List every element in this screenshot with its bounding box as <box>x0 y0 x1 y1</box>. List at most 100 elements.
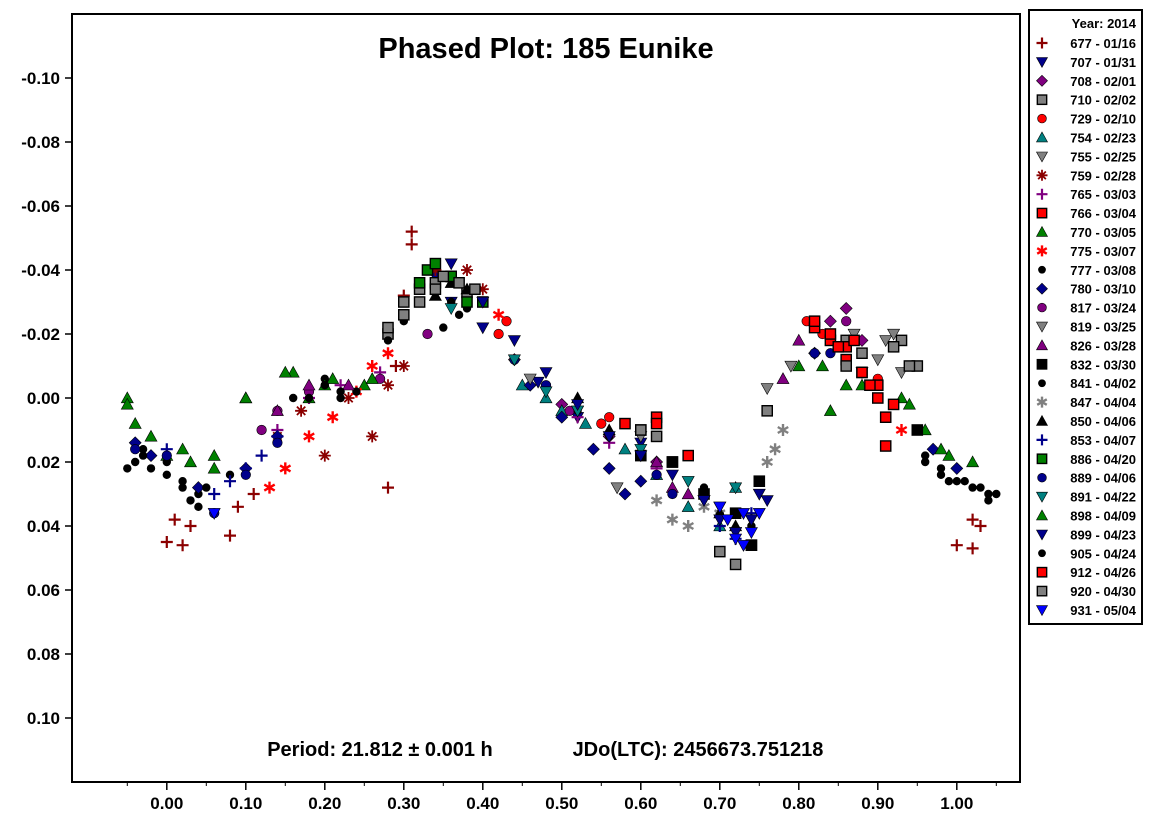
data-point <box>492 308 505 321</box>
legend-label: 850 - 04/06 <box>1070 414 1136 429</box>
data-point <box>864 379 876 392</box>
data-point <box>968 483 977 492</box>
data-point <box>326 411 339 424</box>
data-point <box>493 328 504 340</box>
legend-label: 832 - 03/30 <box>1070 357 1136 372</box>
data-point <box>255 449 268 462</box>
data-point <box>422 328 433 340</box>
data-point <box>966 513 979 526</box>
legend-entry: 759 - 02/28 <box>1036 168 1136 183</box>
data-point <box>342 392 355 404</box>
y-tick-label: 0.06 <box>27 581 60 600</box>
data-point <box>650 430 663 443</box>
data-point <box>178 483 187 492</box>
legend-entry: 710 - 02/02 <box>1036 93 1136 108</box>
data-point <box>681 476 695 488</box>
data-point <box>453 277 465 289</box>
y-tick-label: -0.10 <box>21 69 60 88</box>
data-point <box>618 487 632 501</box>
data-point <box>531 376 545 389</box>
data-point <box>848 334 860 347</box>
data-point <box>920 457 930 467</box>
legend-entry: 920 - 04/30 <box>1036 584 1136 599</box>
data-point <box>777 424 789 436</box>
data-point <box>289 393 298 403</box>
chart-title: Phased Plot: 185 Eunike <box>378 33 713 65</box>
x-tick-label: 0.10 <box>229 794 262 813</box>
data-point <box>697 495 711 508</box>
data-point <box>666 513 679 526</box>
y-tick-label: 0.02 <box>27 453 60 472</box>
legend-marker <box>1035 509 1049 521</box>
legend-label: 777 - 03/08 <box>1070 263 1136 278</box>
legend-label: 898 - 04/09 <box>1070 509 1136 524</box>
data-point <box>681 500 695 512</box>
x-tick-label: 0.20 <box>308 794 341 813</box>
data-point <box>176 539 189 552</box>
data-point <box>469 283 481 296</box>
data-point <box>130 444 141 455</box>
data-point <box>736 540 751 552</box>
data-point <box>437 270 450 283</box>
y-tick-label: -0.02 <box>21 325 60 344</box>
data-point <box>634 444 648 456</box>
data-point <box>808 315 821 328</box>
data-point <box>841 316 852 327</box>
data-point <box>578 416 593 429</box>
data-point <box>263 481 276 494</box>
legend-entry: 729 - 02/10 <box>1037 112 1136 127</box>
data-point <box>682 449 694 462</box>
legend-entry: 905 - 04/24 <box>1038 546 1137 561</box>
data-point <box>366 360 379 372</box>
legend-items: 677 - 01/16 707 - 01/31 708 - 02/01 710 - 0… <box>1035 36 1137 618</box>
data-point <box>879 411 892 424</box>
data-point <box>207 461 221 474</box>
data-point <box>974 520 987 532</box>
data-point <box>895 424 908 436</box>
data-point <box>872 392 884 404</box>
legend-marker <box>1036 169 1048 181</box>
data-point <box>604 412 615 423</box>
legend-entry: 847 - 04/04 <box>1036 395 1137 410</box>
legend-label: 710 - 02/02 <box>1070 93 1136 108</box>
data-point <box>224 529 236 542</box>
data-point <box>729 533 743 546</box>
data-point <box>840 360 852 372</box>
legend-label: 920 - 04/30 <box>1070 584 1136 599</box>
legend-label: 891 - 04/22 <box>1070 490 1136 505</box>
legend-marker <box>1036 188 1048 200</box>
data-point <box>240 469 251 480</box>
data-point <box>610 482 624 495</box>
data-point <box>429 283 442 296</box>
data-point <box>753 475 766 488</box>
period-label: Period: 21.812 ± 0.001 h <box>267 739 493 761</box>
legend-entry: 677 - 01/16 <box>1036 36 1136 51</box>
legend-entry: 765 - 03/03 <box>1036 187 1136 202</box>
series-24 <box>130 348 836 519</box>
y-tick-label: -0.04 <box>21 261 60 280</box>
legend-label: 770 - 03/05 <box>1070 225 1136 240</box>
data-point <box>729 527 743 540</box>
data-point <box>571 399 585 412</box>
data-point <box>144 449 158 463</box>
legend-label: 754 - 02/23 <box>1070 131 1136 146</box>
legend-entry: 780 - 03/10 <box>1036 282 1136 297</box>
legend-entry: 832 - 03/30 <box>1036 357 1136 372</box>
data-point <box>539 386 553 399</box>
data-point <box>256 424 267 436</box>
data-point <box>413 296 426 308</box>
legend-marker <box>1036 396 1048 408</box>
legend-entry: 841 - 04/02 <box>1038 376 1136 391</box>
data-point <box>618 442 632 455</box>
data-point <box>760 495 774 508</box>
data-point <box>239 391 253 404</box>
data-point <box>160 536 173 548</box>
data-point <box>895 334 908 347</box>
legend-marker <box>1037 113 1047 124</box>
legend-label: 775 - 03/07 <box>1070 244 1136 259</box>
legend-label: 826 - 03/28 <box>1070 338 1136 353</box>
data-point <box>247 488 260 500</box>
x-tick-label: 0.50 <box>545 794 578 813</box>
data-point <box>382 347 394 360</box>
legend-entry: 826 - 03/28 <box>1035 338 1136 353</box>
